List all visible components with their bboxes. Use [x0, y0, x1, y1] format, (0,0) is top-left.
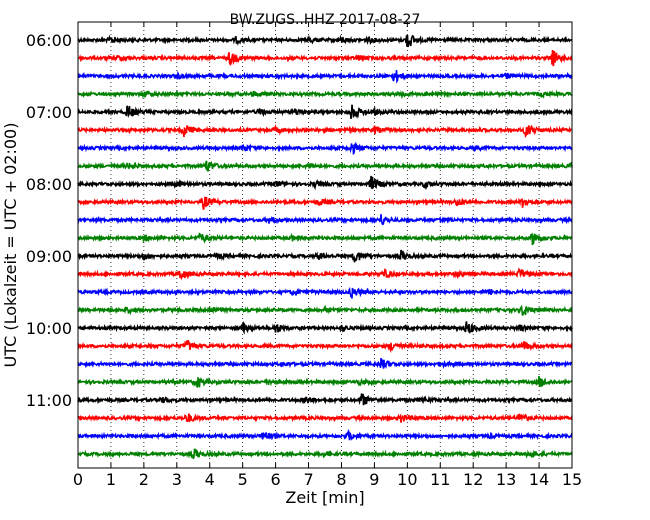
trace-06:30 — [78, 70, 572, 81]
x-tick-label: 14 — [529, 470, 549, 489]
y-tick-label: 10:00 — [26, 319, 72, 338]
trace-10:00 — [78, 321, 572, 333]
x-tick-label: 8 — [336, 470, 346, 489]
x-tick-label: 7 — [303, 470, 313, 489]
trace-09:15 — [78, 269, 572, 278]
x-tick-label: 9 — [369, 470, 379, 489]
trace-07:00 — [78, 105, 572, 119]
trace-07:45 — [78, 161, 572, 172]
trace-08:45 — [78, 233, 572, 245]
trace-08:15 — [78, 197, 572, 210]
trace-11:15 — [78, 414, 572, 423]
y-tick-label: 06:00 — [26, 31, 72, 50]
trace-07:15 — [78, 125, 572, 137]
trace-06:00 — [78, 35, 572, 47]
y-tick-label: 08:00 — [26, 175, 72, 194]
chart-title: BW.ZUGS..HHZ 2017-08-27 — [230, 12, 421, 28]
y-tick-label: 07:00 — [26, 103, 72, 122]
x-tick-label: 3 — [172, 470, 182, 489]
trace-06:15 — [78, 50, 572, 66]
x-tick-label: 13 — [496, 470, 516, 489]
trace-10:30 — [78, 358, 572, 369]
trace-11:45 — [78, 449, 572, 459]
x-tick-label: 4 — [205, 470, 215, 489]
trace-11:30 — [78, 431, 572, 440]
trace-06:45 — [78, 91, 572, 97]
x-tick-label: 11 — [430, 470, 450, 489]
trace-11:00 — [78, 394, 572, 406]
seismogram-chart: BW.ZUGS..HHZ 2017-08-27 0 1 2 3 4 5 6 7 8 9 10 11 12… — [0, 0, 650, 520]
trace-08:30 — [78, 214, 572, 224]
trace-10:45 — [78, 376, 572, 387]
y-axis-label: UTC (Lokalzeit = UTC + 02:00) — [1, 123, 20, 368]
x-tick-label: 1 — [106, 470, 116, 489]
x-tick-label: 5 — [238, 470, 248, 489]
x-tick-label: 6 — [271, 470, 281, 489]
y-tick-label: 11:00 — [26, 391, 72, 410]
trace-08:00 — [78, 176, 572, 189]
trace-09:45 — [78, 307, 572, 316]
trace-09:00 — [78, 250, 572, 262]
x-tick-label: 10 — [397, 470, 417, 489]
y-tick-label: 09:00 — [26, 247, 72, 266]
x-tick-label: 2 — [139, 470, 149, 489]
trace-09:30 — [78, 288, 572, 299]
x-tick-label: 12 — [463, 470, 483, 489]
x-tick-label: 15 — [562, 470, 582, 489]
trace-10:15 — [78, 340, 572, 350]
trace-07:30 — [78, 143, 572, 153]
x-axis-label: Zeit [min] — [285, 488, 364, 507]
trace-group — [78, 35, 572, 458]
x-tick-label: 0 — [73, 470, 83, 489]
